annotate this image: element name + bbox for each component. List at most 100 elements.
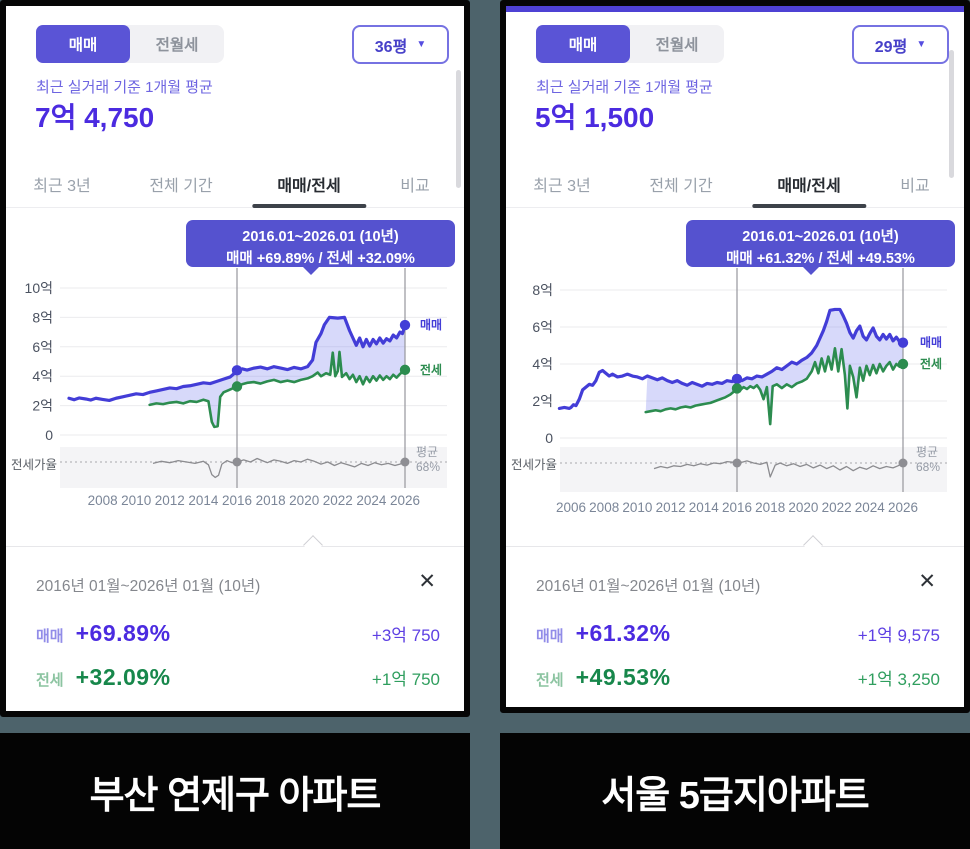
jeonse-ratio-label: 전세가율: [11, 458, 58, 472]
size-dropdown-value: 29평: [874, 38, 908, 56]
range-tooltip: 2016.01~2026.01 (10년) 매매 +61.32% / 전세 +4…: [686, 220, 955, 275]
summary-period: 2016년 01월~2026년 01월 (10년): [536, 578, 761, 595]
price-subtitle: 최근 실거래 기준 1개월 평균: [36, 79, 213, 96]
tab-compare[interactable]: 비교: [400, 177, 430, 195]
svg-text:2008: 2008: [88, 493, 118, 508]
svg-text:4억: 4억: [532, 356, 553, 372]
average-price: 7억 4,750: [35, 102, 155, 133]
tab-compare[interactable]: 비교: [900, 177, 930, 195]
svg-text:2016: 2016: [222, 493, 252, 508]
svg-text:2012: 2012: [656, 500, 686, 515]
svg-text:2008: 2008: [589, 500, 619, 515]
svg-text:2010: 2010: [622, 500, 652, 515]
chevron-down-icon: ▼: [416, 39, 427, 50]
svg-text:2016: 2016: [722, 500, 752, 515]
ratio-average-word: 평균: [416, 445, 439, 459]
chevron-down-icon: ▼: [916, 39, 927, 50]
tab-recent-3y[interactable]: 최근 3년: [533, 177, 591, 195]
svg-text:매매: 매매: [420, 317, 442, 332]
svg-text:4억: 4억: [32, 368, 53, 384]
scrollbar-thumb[interactable]: [456, 70, 461, 188]
divider-notch-icon: [303, 535, 323, 555]
panel-busan-content: 매매 전월세 36평 ▼ 최근 실거래 기준 1개월 평균 7억 4,750 최…: [6, 6, 464, 711]
summary-row-maemae: 매매 +69.89% +3억 750: [36, 620, 440, 647]
trade-type-toggle: 매매 전월세: [536, 25, 724, 63]
svg-text:0: 0: [45, 427, 53, 443]
panel-busan: 매매 전월세 36평 ▼ 최근 실거래 기준 1개월 평균 7억 4,750 최…: [0, 0, 470, 717]
svg-text:0: 0: [545, 430, 553, 446]
svg-text:2014: 2014: [188, 493, 219, 508]
summary-delta: +1억 9,575: [857, 626, 940, 645]
svg-text:2억: 2억: [532, 393, 553, 409]
svg-text:2020: 2020: [289, 493, 319, 508]
toggle-jeonwolse[interactable]: 전월세: [130, 25, 224, 63]
summary-percent: +61.32%: [575, 620, 671, 646]
ratio-average-label: 평균 68%: [916, 445, 940, 475]
tooltip-period: 2016.01~2026.01 (10년): [742, 229, 899, 245]
toggle-maemae[interactable]: 매매: [536, 25, 630, 63]
tooltip-arrow-icon: [303, 267, 319, 275]
svg-text:매매: 매매: [920, 335, 942, 350]
panel-divider: [6, 535, 464, 555]
size-dropdown-value: 36평: [374, 38, 408, 56]
svg-text:2024: 2024: [356, 493, 387, 508]
price-subtitle: 최근 실거래 기준 1개월 평균: [536, 79, 713, 96]
summary-percent: +69.89%: [75, 620, 171, 646]
tooltip-arrow-icon: [803, 267, 819, 275]
period-tabs: 최근 3년 전체 기간 매매/전세 비교: [506, 160, 964, 208]
svg-text:2018: 2018: [755, 500, 785, 515]
svg-text:2010: 2010: [121, 493, 151, 508]
summary-delta: +1억 3,250: [857, 670, 940, 689]
caption-seoul: 서울 5급지아파트: [500, 733, 970, 849]
close-icon[interactable]: ✕: [412, 568, 442, 595]
tab-recent-3y[interactable]: 최근 3년: [33, 177, 91, 195]
summary-row-jeonse: 전세 +32.09% +1억 750: [36, 664, 440, 691]
svg-text:2022: 2022: [822, 500, 852, 515]
tab-all-period[interactable]: 전체 기간: [649, 177, 713, 195]
tab-all-period[interactable]: 전체 기간: [149, 177, 213, 195]
price-chart[interactable]: 10억 8억 6억 4억 2억 0 2008 2010 2012 2014 2016 2018 2020…: [6, 205, 464, 521]
svg-text:2026: 2026: [888, 500, 918, 515]
svg-text:10억: 10억: [25, 280, 53, 296]
period-tabs: 최근 3년 전체 기간 매매/전세 비교: [6, 160, 464, 208]
sheet-top-bar: [506, 6, 964, 12]
summary-label: 매매: [36, 628, 64, 645]
tooltip-change: 매매 +61.32% / 전세 +49.53%: [726, 251, 915, 267]
ratio-average-value: 68%: [416, 460, 441, 474]
toggle-jeonwolse[interactable]: 전월세: [630, 25, 724, 63]
divider-notch-icon: [803, 535, 823, 555]
summary-delta: +1억 750: [371, 670, 440, 689]
summary-percent: +49.53%: [575, 664, 671, 690]
svg-text:전세: 전세: [920, 356, 942, 371]
toggle-maemae[interactable]: 매매: [36, 25, 130, 63]
tab-maemae-jeonse[interactable]: 매매/전세: [777, 160, 840, 207]
size-dropdown[interactable]: 29평 ▼: [852, 25, 949, 64]
size-dropdown[interactable]: 36평 ▼: [352, 25, 449, 64]
scrollbar-thumb[interactable]: [949, 50, 954, 178]
svg-text:8억: 8억: [532, 282, 553, 298]
summary-label: 매매: [536, 628, 564, 645]
ratio-average-value: 68%: [916, 460, 941, 474]
panel-seoul: 매매 전월세 29평 ▼ 최근 실거래 기준 1개월 평균 5억 1,500 최…: [500, 0, 970, 713]
summary-percent: +32.09%: [75, 664, 171, 690]
svg-text:2024: 2024: [855, 500, 886, 515]
svg-text:2020: 2020: [788, 500, 818, 515]
svg-text:8억: 8억: [32, 309, 53, 325]
svg-text:2022: 2022: [323, 493, 353, 508]
tab-maemae-jeonse[interactable]: 매매/전세: [277, 160, 340, 207]
svg-text:전세: 전세: [420, 362, 442, 377]
summary-row-maemae: 매매 +61.32% +1억 9,575: [536, 620, 940, 647]
panel-seoul-content: 매매 전월세 29평 ▼ 최근 실거래 기준 1개월 평균 5억 1,500 최…: [506, 6, 964, 707]
close-icon[interactable]: ✕: [912, 568, 942, 595]
ratio-average-label: 평균 68%: [416, 445, 440, 475]
price-chart[interactable]: 8억 6억 4억 2억 0 2006 2008 2010 2012 2014 2016 2018 202…: [506, 205, 964, 521]
tooltip-change: 매매 +69.89% / 전세 +32.09%: [226, 251, 415, 267]
svg-text:2014: 2014: [689, 500, 720, 515]
summary-row-jeonse: 전세 +49.53% +1억 3,250: [536, 664, 940, 691]
summary-period: 2016년 01월~2026년 01월 (10년): [36, 578, 261, 595]
price-chart-svg: 10억 8억 6억 4억 2억 0 2008 2010 2012 2014 2016 2018 2020…: [25, 268, 447, 508]
svg-text:2006: 2006: [556, 500, 586, 515]
trade-type-toggle: 매매 전월세: [36, 25, 224, 63]
tooltip-period: 2016.01~2026.01 (10년): [242, 229, 399, 245]
